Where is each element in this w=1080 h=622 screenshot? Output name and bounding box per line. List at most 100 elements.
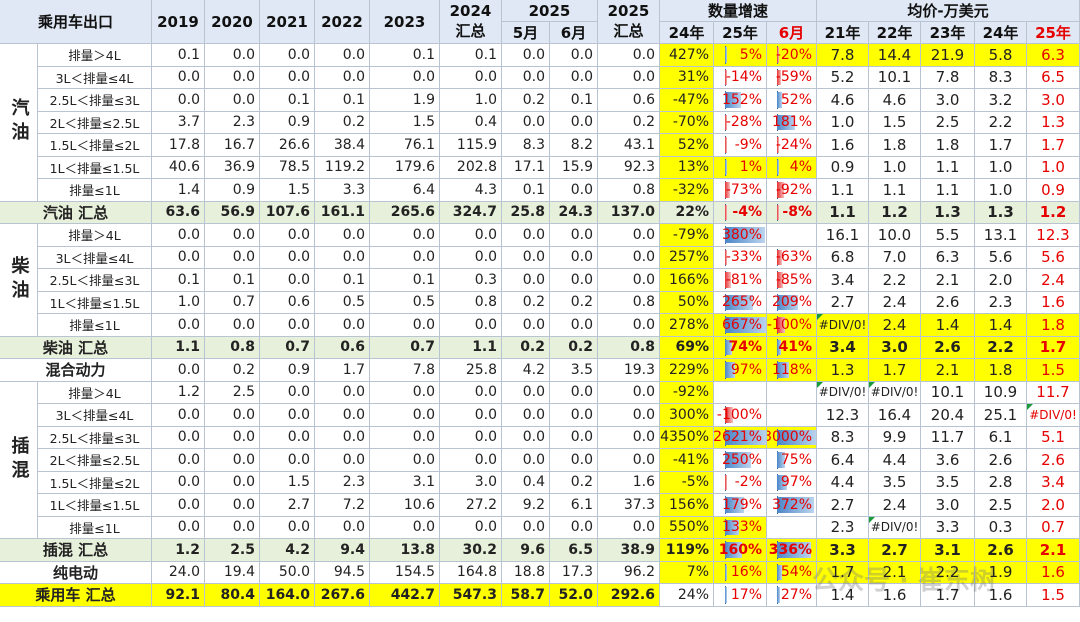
value-cell: 0.0: [152, 426, 205, 449]
price-cell-text: #DIV/0!: [1029, 407, 1077, 422]
price-cell-text: 6.3: [935, 248, 960, 267]
growth-cell: -9%: [714, 134, 767, 157]
price-cell: 3.6: [921, 449, 975, 472]
value-cell-text: 50.0: [278, 564, 310, 581]
price-cell-text: 0.9: [1041, 180, 1065, 199]
growth-cell: -100%: [767, 314, 817, 337]
group-petrol: 汽油: [0, 44, 38, 202]
price-cell-text: 1.4: [988, 315, 1013, 334]
growth-cell-text: -100%: [716, 406, 762, 423]
value-cell-text: 119.2: [324, 159, 365, 176]
value-cell: 0.0: [550, 111, 598, 134]
price-cell: 1.7: [817, 561, 869, 584]
value-cell: 0.0: [205, 89, 260, 112]
price-cell: #DIV/0!: [869, 381, 921, 404]
error-flag-icon: [869, 516, 875, 523]
value-cell: 0.0: [260, 224, 315, 247]
growth-cell-text: -73%: [725, 181, 762, 198]
growth-cell: 1%: [714, 156, 767, 179]
price-cell-text: 1.6: [988, 585, 1013, 604]
price-cell-text: 4.4: [830, 473, 855, 492]
growth-cell-text: -41%: [672, 451, 709, 468]
value-cell-text: 0.0: [570, 451, 593, 468]
value-cell-text: 0.0: [177, 91, 200, 108]
price-cell: 1.8: [869, 134, 921, 157]
year-header-text: 2021: [266, 12, 308, 31]
growth-cell-text: -81%: [725, 271, 762, 288]
price-cell-text: 10.1: [930, 383, 965, 402]
value-cell-text: 0.0: [474, 429, 497, 446]
price-cell-text: 3.5: [935, 473, 960, 492]
growth-cell: 380%: [714, 224, 767, 247]
price-cell: 1.3: [921, 201, 975, 224]
price-cell: 7.0: [869, 246, 921, 269]
growth-cell: 41%: [767, 336, 817, 359]
growth-cell: 75%: [767, 449, 817, 472]
growth-cell-text: 152%: [721, 91, 762, 108]
price-cell: 2.6: [921, 291, 975, 314]
year-header-text: 2022: [321, 12, 363, 31]
value-cell: 0.0: [550, 66, 598, 89]
row-label-text: 2L＜排量≤2.5L: [49, 453, 140, 469]
value-cell-text: 6.1: [570, 496, 593, 513]
value-cell: 0.0: [598, 516, 660, 539]
price-cell: #DIV/0!: [817, 381, 869, 404]
price-cell-text: 2.7: [830, 495, 855, 514]
value-cell: 0.0: [550, 449, 598, 472]
value-cell-text: 0.0: [287, 226, 310, 243]
value-cell: 0.0: [205, 246, 260, 269]
value-cell-text: 9.4: [340, 541, 365, 558]
value-cell-text: 0.1: [522, 181, 545, 198]
value-cell: 0.0: [260, 246, 315, 269]
growth-cell: 152%: [714, 89, 767, 112]
price-cell: 1.5: [1027, 584, 1080, 607]
price-cell: 1.4: [975, 314, 1027, 337]
growth-cell-text: 16%: [730, 564, 762, 581]
price-cell: 2.6: [975, 539, 1027, 562]
price-cell: 1.0: [975, 179, 1027, 202]
price-cell: #DIV/0!: [817, 314, 869, 337]
value-cell: 267.6: [315, 584, 370, 607]
value-cell: 0.1: [370, 44, 440, 67]
row-label: 1.5L＜排量≤2L: [38, 471, 152, 494]
price-cell: 1.5: [1027, 359, 1080, 382]
value-cell-text: 26.6: [278, 136, 310, 153]
growth-cell: 427%: [660, 44, 714, 67]
price-cell: 1.3: [975, 201, 1027, 224]
value-cell: 0.0: [315, 516, 370, 539]
price-cell-text: 3.0: [935, 90, 960, 109]
price-cell-text: 3.3: [935, 518, 960, 537]
value-cell: 0.1: [260, 89, 315, 112]
value-cell: 164.0: [260, 584, 315, 607]
growth-bar-positive: [724, 159, 727, 175]
value-cell-text: 265.6: [390, 204, 435, 221]
growth-cell: 97%: [714, 359, 767, 382]
price-cell-text: 2.5: [935, 113, 960, 132]
value-cell-text: 1.1: [472, 339, 497, 356]
price-cell: 10.1: [921, 381, 975, 404]
price-cell-text: 2.0: [988, 270, 1013, 289]
value-cell: 0.0: [502, 314, 550, 337]
price-col-header-text: 23年: [929, 24, 966, 42]
row-label-text: 纯电动: [52, 563, 98, 582]
value-cell: 16.7: [205, 134, 260, 157]
growth-cell-text: -5%: [681, 474, 709, 491]
price-cell-text: 5.5: [935, 225, 960, 244]
growth-cell: -4%: [714, 201, 767, 224]
value-cell: 0.9: [260, 359, 315, 382]
price-cell-text: 1.6: [830, 135, 855, 154]
value-cell: 0.0: [315, 44, 370, 67]
value-cell-text: 107.6: [265, 204, 310, 221]
growth-bar-negative: [724, 137, 727, 153]
value-cell: 17.3: [550, 561, 598, 584]
growth-cell: -59%: [767, 66, 817, 89]
value-cell-text: 0.0: [522, 114, 545, 131]
growth-cell: 550%: [660, 516, 714, 539]
growth-cell: 4350%: [660, 426, 714, 449]
value-cell: 56.9: [205, 201, 260, 224]
growth-cell: 300%: [660, 404, 714, 427]
price-cell-text: 6.8: [830, 248, 855, 267]
growth-cell-text: -28%: [725, 114, 762, 131]
row-label: 1L＜排量≤1.5L: [38, 156, 152, 179]
price-cell-text: 2.2: [988, 113, 1013, 132]
